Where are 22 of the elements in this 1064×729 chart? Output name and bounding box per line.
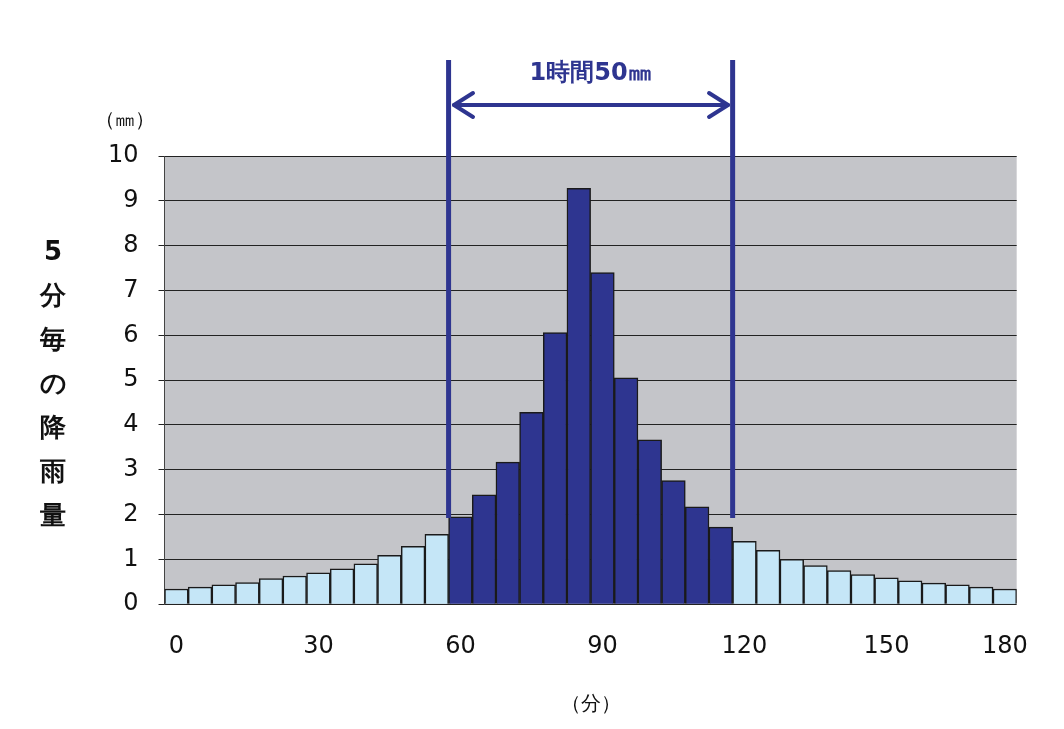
y-tick-label: 3: [123, 453, 139, 482]
text: （㎜）: [95, 107, 155, 132]
x-tick-label: 60: [445, 630, 476, 659]
y-tick-label: 10: [107, 140, 139, 169]
x-tick-label: 90: [587, 630, 618, 659]
x-tick-label: 120: [721, 630, 768, 659]
y-tick-label: 4: [123, 409, 139, 438]
text: 1時間50㎜: [529, 58, 652, 87]
y-tick-label: 7: [123, 274, 139, 303]
x-tick-label: 180: [981, 630, 1028, 659]
y-tick-label: 5: [123, 364, 139, 393]
y-tick-label: 2: [123, 498, 139, 527]
y-tick-label: 9: [123, 185, 139, 214]
y-tick-label: 8: [123, 229, 139, 258]
x-tick-label: 0: [168, 630, 185, 659]
x-tick-label: 30: [303, 630, 334, 659]
x-axis-title: （分）: [560, 691, 621, 716]
y-tick-label: 1: [123, 543, 139, 572]
y-tick-label: 0: [123, 588, 139, 617]
y-axis-title: 5分毎の降雨量: [39, 235, 67, 530]
y-tick-label: 6: [123, 319, 139, 348]
x-tick-label: 150: [863, 630, 910, 659]
